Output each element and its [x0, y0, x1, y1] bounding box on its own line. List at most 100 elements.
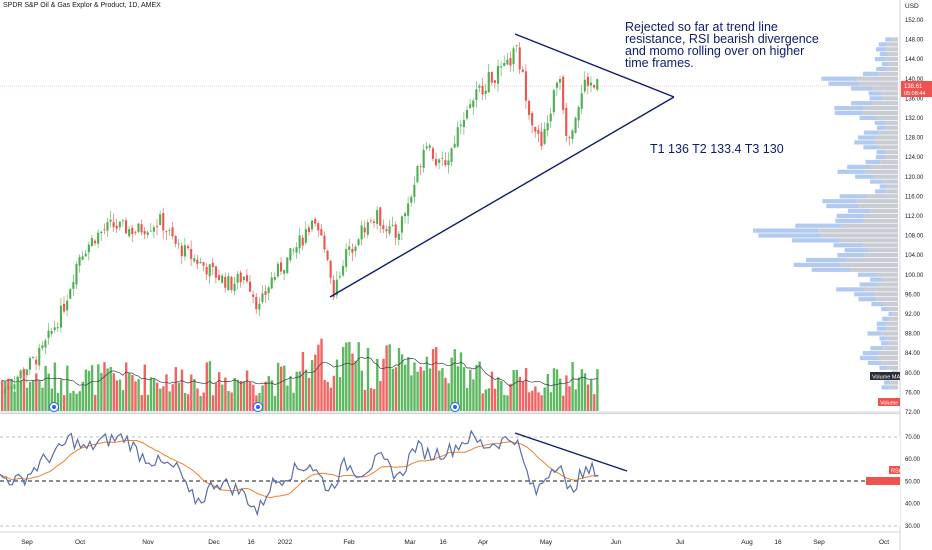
profile-bar: [870, 208, 898, 214]
volume-bar: [236, 379, 239, 411]
profile-bar: [859, 355, 878, 361]
event-markers[interactable]: [49, 402, 460, 412]
event-marker-icon[interactable]: [450, 402, 460, 412]
profile-bar: [876, 125, 887, 130]
volume-bar: [286, 385, 289, 411]
volume-tag: Volume: [878, 398, 900, 407]
profile-bar: [864, 169, 898, 174]
candle-body: [450, 148, 453, 162]
profile-bar: [886, 150, 898, 155]
volume-bar: [487, 388, 491, 411]
candle-body: [10, 386, 13, 388]
volume-bar: [214, 383, 218, 411]
profile-bar: [876, 326, 887, 331]
candle-body: [183, 245, 186, 257]
profile-bar: [875, 155, 886, 160]
volume-bar: [425, 356, 429, 411]
volume-bar: [25, 387, 29, 411]
volume-bar: [38, 380, 41, 411]
time-tick-label: Aug: [741, 539, 753, 546]
volume-bar: [289, 376, 292, 411]
candle-body: [503, 62, 506, 66]
candle-body: [438, 159, 441, 163]
candle-body: [583, 79, 586, 92]
profile-bar: [844, 248, 869, 253]
candle-body: [301, 237, 304, 246]
profile-bar: [873, 292, 898, 297]
candle-body: [261, 293, 264, 303]
volume-bar: [590, 379, 593, 411]
price-tick-label: 116.00: [905, 194, 924, 200]
annotation-line: Rejected so far at trend line: [625, 20, 778, 34]
candle-body: [239, 272, 242, 283]
event-marker-icon[interactable]: [49, 402, 59, 412]
symbol-title[interactable]: SPDR S&P Oil & Gas Explor & Product, 1D,…: [3, 2, 161, 9]
profile-bar: [840, 262, 898, 267]
volume-bar: [44, 365, 47, 411]
volume-bar: [59, 379, 63, 411]
candle-body: [112, 222, 115, 228]
volume-bar: [593, 394, 596, 411]
candle-body: [546, 122, 549, 131]
volume-bar: [53, 362, 57, 411]
candle-body: [25, 369, 28, 376]
rsi-tick-label: 70.00: [905, 435, 921, 441]
price-tick-label: 84.00: [905, 351, 921, 357]
profile-bar: [758, 233, 822, 238]
profile-bar: [863, 110, 898, 116]
profile-bar: [881, 331, 898, 336]
svg-text:Volume: Volume: [880, 401, 898, 407]
lower-trendline[interactable]: [329, 96, 675, 298]
time-tick-label: 16: [774, 539, 782, 546]
volume-bar: [50, 388, 53, 411]
profile-bar: [850, 267, 898, 272]
volume-bar: [586, 384, 590, 411]
upper-trendline[interactable]: [514, 33, 675, 98]
candle-body: [549, 113, 552, 122]
profile-bar: [887, 336, 898, 341]
profile-bar: [879, 130, 898, 135]
price-tick-label: 140.00: [905, 77, 924, 83]
volume-bar: [311, 360, 314, 411]
volume-bar: [580, 369, 584, 411]
volume-bar: [428, 368, 432, 411]
volume-bar: [280, 366, 283, 411]
price-tick-label: 124.00: [905, 155, 924, 161]
volume-bar: [552, 368, 556, 411]
profile-bar: [878, 351, 898, 356]
time-axis[interactable]: Sep Oct Nov Dec 16 2022 Feb Mar 16 Apr May Jun Jul Au…: [21, 539, 889, 546]
time-tick-label: May: [540, 539, 553, 546]
rsi-tick-label: 30.00: [905, 524, 921, 530]
candle-body: [230, 276, 233, 290]
svg-text:RSI: RSI: [891, 469, 901, 475]
profile-bar: [752, 228, 819, 233]
volume-ma-line: [1, 356, 598, 387]
volume-bar: [159, 388, 162, 411]
volume-bar: [249, 382, 252, 411]
candle-body: [106, 222, 109, 231]
candle-body: [1, 391, 4, 392]
volume-bar: [72, 390, 75, 411]
profile-bar: [889, 316, 898, 321]
volume-bar: [521, 381, 525, 411]
event-marker-icon[interactable]: [253, 402, 263, 412]
price-axis[interactable]: 152.00 148.00 144.00 140.00 136.00 132.00 128.…: [905, 18, 924, 416]
profile-bar: [872, 86, 898, 91]
candle-body: [348, 246, 351, 250]
profile-bar: [864, 213, 898, 218]
rsi-axis[interactable]: 70.00 60.00 50.00 40.00 30.00: [905, 435, 921, 530]
candle-body: [453, 143, 456, 148]
candle-body: [329, 260, 332, 278]
candle-body: [171, 227, 174, 237]
profile-bar: [882, 179, 898, 184]
profile-bar: [854, 140, 875, 145]
rsi-divergence-line[interactable]: [514, 432, 628, 472]
candle-body: [22, 370, 25, 375]
candle-body: [407, 203, 410, 216]
candle-body: [168, 230, 171, 231]
volume-bar: [450, 357, 453, 411]
candle-body: [146, 232, 149, 235]
candle-body: [193, 258, 196, 262]
price-tick-label: 100.00: [905, 273, 924, 279]
volume-bar: [379, 381, 382, 411]
